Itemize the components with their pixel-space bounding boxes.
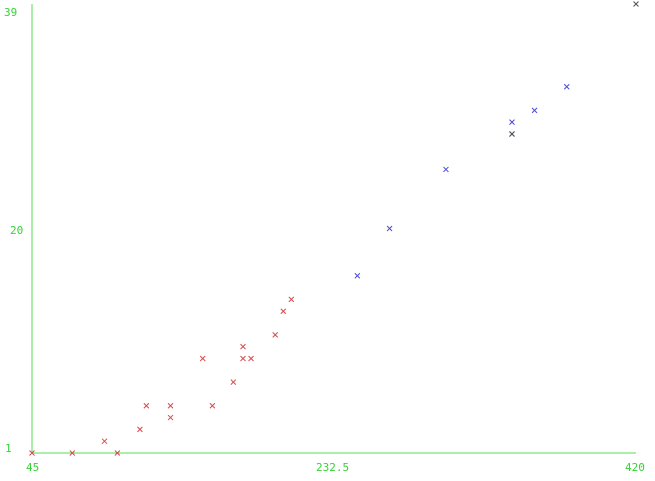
series-0-point-13-stroke-b <box>248 355 254 362</box>
series-2-point-1 <box>633 1 639 7</box>
series-0-point-9 <box>209 402 216 409</box>
series-0-point-6 <box>167 414 174 421</box>
series-0-point-16-stroke-b <box>288 296 295 303</box>
series-0-point-1 <box>69 450 76 456</box>
series-1-point-0-stroke-b <box>354 272 361 279</box>
scatter-markers <box>29 1 639 456</box>
series-0-point-14-stroke-b <box>272 331 279 338</box>
x-tick-label-232-5: 232.5 <box>316 461 349 474</box>
series-0-point-11 <box>240 343 246 350</box>
series-0-point-10 <box>230 379 237 385</box>
series-0-point-7-stroke-b <box>167 402 174 409</box>
series-1-point-6-stroke-b <box>563 83 570 90</box>
series-1-point-2 <box>443 166 449 173</box>
series-0-point-4 <box>137 426 143 433</box>
series-0-point-1-stroke-b <box>69 450 76 456</box>
series-0-point-12-stroke-b <box>240 355 246 362</box>
series-0-point-7 <box>167 402 174 409</box>
series-1-point-1 <box>386 225 393 232</box>
series-0-point-4-stroke-b <box>137 426 143 433</box>
series-0-point-0-stroke-b <box>29 450 35 456</box>
series-0-point-5 <box>143 402 150 409</box>
series-1-point-0 <box>354 272 361 279</box>
series-1-point-6 <box>563 83 570 90</box>
series-1-point-4-stroke-b <box>509 119 515 126</box>
series-0-point-11-stroke-b <box>240 343 246 350</box>
series-2-point-0-stroke-b <box>509 131 515 137</box>
y-tick-label-1: 1 <box>5 442 12 455</box>
series-1-point-1-stroke-b <box>386 225 393 232</box>
series-0-point-13 <box>248 355 254 362</box>
series-1-point-2-stroke-b <box>443 166 449 173</box>
y-tick-label-20: 20 <box>10 224 23 237</box>
series-0-point-2-stroke-b <box>101 438 108 445</box>
series-1-point-5 <box>531 107 538 114</box>
series-1-point-4 <box>509 119 515 126</box>
series-0-point-15-stroke-b <box>280 308 287 315</box>
series-2-point-0 <box>509 131 515 137</box>
series-0-point-10-stroke-b <box>230 379 237 385</box>
series-0-point-3-stroke-b <box>114 450 121 456</box>
series-0-point-15 <box>280 308 287 315</box>
x-tick-label-420: 420 <box>625 461 645 474</box>
series-0-point-6-stroke-b <box>167 414 174 421</box>
y-axis-tick-labels: 39 20 1 <box>4 6 23 455</box>
x-axis-tick-labels: 45 232.5 420 <box>26 461 645 474</box>
series-0-point-9-stroke-b <box>209 402 216 409</box>
series-1-point-5-stroke-b <box>531 107 538 114</box>
series-0-point-12 <box>240 355 246 362</box>
y-tick-label-39: 39 <box>4 6 17 19</box>
series-0-point-14 <box>272 331 279 338</box>
series-0-point-5-stroke-b <box>143 402 150 409</box>
series-2-point-1-stroke-b <box>633 1 639 7</box>
x-tick-label-45: 45 <box>26 461 39 474</box>
series-0-point-16 <box>288 296 295 303</box>
series-0-point-0 <box>29 450 35 456</box>
series-0-point-3 <box>114 450 121 456</box>
series-0-point-2 <box>101 438 108 445</box>
series-0-point-8 <box>199 355 206 362</box>
series-0-point-8-stroke-b <box>199 355 206 362</box>
